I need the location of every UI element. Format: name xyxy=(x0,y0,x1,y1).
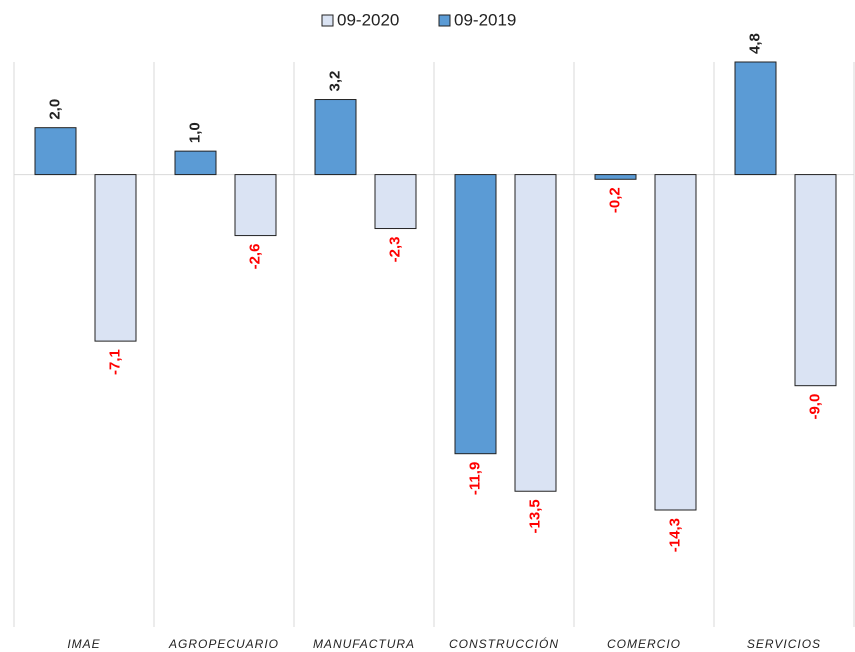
bar xyxy=(314,99,357,176)
x-tick-label: SERVICIOS xyxy=(747,637,821,651)
bar xyxy=(454,174,497,455)
bar xyxy=(94,174,137,342)
legend-label: 09-2020 xyxy=(337,10,399,29)
value-label: -2,6 xyxy=(246,244,263,270)
bar xyxy=(594,174,637,180)
bar xyxy=(234,174,277,237)
value-label: -7,1 xyxy=(106,349,123,375)
legend-swatch xyxy=(321,14,334,27)
bar xyxy=(734,61,777,176)
value-label: 2,0 xyxy=(46,99,63,120)
bar xyxy=(174,150,217,176)
x-tick-label: COMERCIO xyxy=(607,637,681,651)
legend-label: 09-2019 xyxy=(454,10,516,29)
legend-swatch xyxy=(438,14,451,27)
value-label: -9,0 xyxy=(806,394,823,420)
value-label: 4,8 xyxy=(746,33,763,54)
value-label: -14,3 xyxy=(666,518,683,552)
x-tick-label: MANUFACTURA xyxy=(313,637,415,651)
x-tick-label: AGROPECUARIO xyxy=(168,637,279,651)
value-label: 3,2 xyxy=(326,71,343,92)
value-label: -11,9 xyxy=(466,462,483,495)
value-label: 1,0 xyxy=(186,122,203,143)
bar xyxy=(794,174,837,387)
value-label: -0,2 xyxy=(606,187,623,213)
bar xyxy=(654,174,697,511)
value-label: -2,3 xyxy=(386,237,403,263)
value-label: -13,5 xyxy=(526,499,543,533)
bar xyxy=(514,174,557,492)
bar xyxy=(34,127,77,176)
x-tick-label: IMAE xyxy=(67,637,100,651)
x-tick-label: CONSTRUCCIÓN xyxy=(449,636,559,651)
bar xyxy=(374,174,417,230)
